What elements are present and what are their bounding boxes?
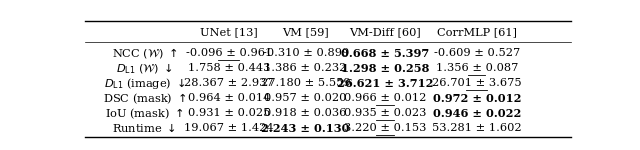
- Text: IoU (mask) $\uparrow$: IoU (mask) $\uparrow$: [105, 106, 184, 121]
- Text: 26.621 ± 3.712: 26.621 ± 3.712: [337, 78, 433, 89]
- Text: 0.972 ± 0.012: 0.972 ± 0.012: [433, 93, 521, 104]
- Text: 28.367 ± 2.937: 28.367 ± 2.937: [184, 78, 274, 88]
- Text: 3.220 ± 0.153: 3.220 ± 0.153: [344, 123, 426, 133]
- Text: 53.281 ± 1.602: 53.281 ± 1.602: [432, 123, 522, 133]
- Text: 1.298 ± 0.258: 1.298 ± 0.258: [341, 63, 429, 74]
- Text: UNet [13]: UNet [13]: [200, 27, 258, 38]
- Text: 0.668 ± 5.397: 0.668 ± 5.397: [341, 48, 429, 59]
- Text: 26.621 ± 3.712: 26.621 ± 3.712: [337, 78, 433, 89]
- Text: 19.067 ± 1.424: 19.067 ± 1.424: [184, 123, 274, 133]
- Text: VM [59]: VM [59]: [282, 27, 329, 38]
- Text: 0.931 ± 0.025: 0.931 ± 0.025: [188, 108, 270, 118]
- Text: 27.180 ± 5.559: 27.180 ± 5.559: [261, 78, 351, 88]
- Text: $D_{\mathrm{L1}}$ (image) $\downarrow$: $D_{\mathrm{L1}}$ (image) $\downarrow$: [104, 76, 185, 91]
- Text: NCC $(\mathcal{W})$ $\uparrow$: NCC $(\mathcal{W})$ $\uparrow$: [111, 46, 177, 60]
- Text: 0.668 ± 5.397: 0.668 ± 5.397: [341, 48, 429, 59]
- Text: Runtime $\downarrow$: Runtime $\downarrow$: [113, 122, 177, 134]
- Text: -0.609 ± 0.527: -0.609 ± 0.527: [434, 48, 520, 58]
- Text: 0.946 ± 0.022: 0.946 ± 0.022: [433, 108, 521, 119]
- Text: 0.972 ± 0.012: 0.972 ± 0.012: [433, 93, 521, 104]
- Text: 1.386 ± 0.232: 1.386 ± 0.232: [264, 63, 347, 73]
- Text: 0.964 ± 0.014: 0.964 ± 0.014: [188, 93, 270, 103]
- Text: VM-Diff [60]: VM-Diff [60]: [349, 27, 421, 38]
- Text: 0.946 ± 0.022: 0.946 ± 0.022: [433, 108, 521, 119]
- Text: -0.096 ± 0.961: -0.096 ± 0.961: [186, 48, 272, 58]
- Text: 26.701 ± 3.675: 26.701 ± 3.675: [432, 78, 522, 88]
- Text: 0.957 ± 0.020: 0.957 ± 0.020: [264, 93, 347, 103]
- Text: $D_{\mathrm{L1}}$ $(\mathcal{W})$ $\downarrow$: $D_{\mathrm{L1}}$ $(\mathcal{W})$ $\down…: [116, 61, 173, 76]
- Text: DSC (mask) $\uparrow$: DSC (mask) $\uparrow$: [103, 91, 186, 105]
- Text: 0.966 ± 0.012: 0.966 ± 0.012: [344, 93, 426, 103]
- Text: -0.310 ± 0.899: -0.310 ± 0.899: [262, 48, 349, 58]
- Text: 2.243 ± 0.130: 2.243 ± 0.130: [261, 123, 350, 134]
- Text: 1.356 ± 0.087: 1.356 ± 0.087: [436, 63, 518, 73]
- Text: CorrMLP [61]: CorrMLP [61]: [437, 27, 517, 38]
- Text: 1.298 ± 0.258: 1.298 ± 0.258: [341, 63, 429, 74]
- Text: 2.243 ± 0.130: 2.243 ± 0.130: [261, 123, 350, 134]
- Text: 0.918 ± 0.036: 0.918 ± 0.036: [264, 108, 347, 118]
- Text: 0.935 ± 0.023: 0.935 ± 0.023: [344, 108, 426, 118]
- Text: 1.758 ± 0.443: 1.758 ± 0.443: [188, 63, 270, 73]
